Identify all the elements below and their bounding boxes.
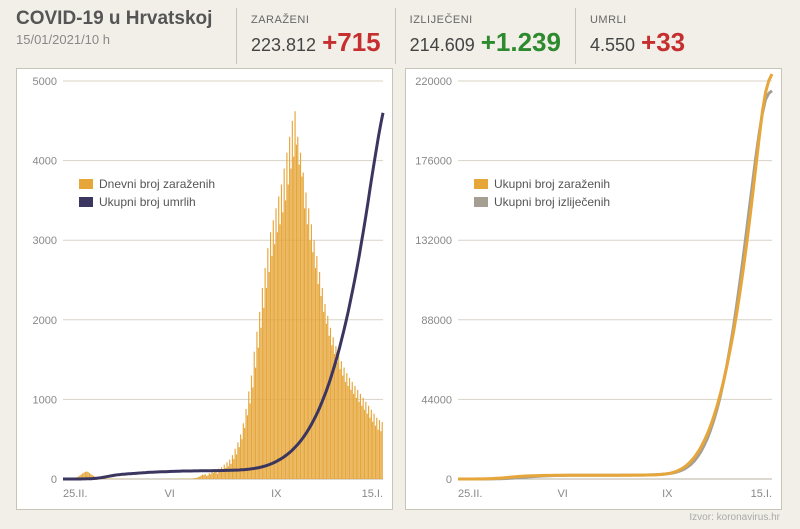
legend-item: Ukupni broj izliječenih	[474, 195, 610, 209]
stat-total: 223.812	[251, 35, 316, 56]
stat-delta: +33	[641, 27, 685, 58]
stat-label: IZLIJEČENI	[410, 14, 561, 26]
page-title: COVID-19 u Hrvatskoj	[16, 8, 236, 30]
stat-label: ZARAŽENI	[251, 14, 381, 26]
stat-infected: ZARAŽENI 223.812 +715	[236, 8, 395, 64]
legend-label: Ukupni broj izliječenih	[494, 195, 610, 209]
legend-label: Ukupni broj umrlih	[99, 195, 196, 209]
legend-swatch	[474, 197, 488, 207]
svg-text:0: 0	[446, 474, 452, 486]
header: COVID-19 u Hrvatskoj 15/01/2021/10 h ZAR…	[0, 0, 800, 64]
stat-delta: +715	[322, 27, 381, 58]
stat-recovered: IZLIJEČENI 214.609 +1.239	[395, 8, 575, 64]
svg-text:3000: 3000	[33, 235, 57, 247]
cumulative-chart: 0 44000 88000 132000 176000 220000 25.II. VI IX 1…	[405, 68, 782, 510]
legend-swatch	[474, 179, 488, 189]
stat-delta: +1.239	[481, 27, 561, 58]
svg-text:44000: 44000	[421, 394, 452, 406]
page-subtitle: 15/01/2021/10 h	[16, 32, 236, 47]
legend-swatch	[79, 179, 93, 189]
stat-label: UMRLI	[590, 14, 685, 26]
svg-text:15.I.: 15.I.	[751, 488, 772, 500]
svg-text:220000: 220000	[415, 76, 452, 88]
stat-deaths: UMRLI 4.550 +33	[575, 8, 699, 64]
charts-row: 0 1000 2000 3000 4000 5000 25.II. VI IX 15.I. Dnev…	[0, 64, 800, 518]
title-block: COVID-19 u Hrvatskoj 15/01/2021/10 h	[16, 8, 236, 64]
svg-text:2000: 2000	[33, 315, 57, 327]
svg-text:4000: 4000	[33, 156, 57, 168]
stat-total: 214.609	[410, 35, 475, 56]
legend-item: Ukupni broj zaraženih	[474, 177, 610, 191]
svg-text:5000: 5000	[33, 76, 57, 88]
svg-text:88000: 88000	[421, 315, 452, 327]
svg-text:176000: 176000	[415, 156, 452, 168]
legend-label: Dnevni broj zaraženih	[99, 177, 215, 191]
svg-text:132000: 132000	[415, 235, 452, 247]
svg-text:25.II.: 25.II.	[63, 488, 87, 500]
svg-text:25.II.: 25.II.	[458, 488, 482, 500]
legend: Dnevni broj zaraženih Ukupni broj umrlih	[79, 177, 215, 213]
stat-total: 4.550	[590, 35, 635, 56]
legend-item: Ukupni broj umrlih	[79, 195, 215, 209]
svg-text:VI: VI	[164, 488, 174, 500]
svg-text:0: 0	[51, 474, 57, 486]
svg-text:IX: IX	[271, 488, 282, 500]
svg-text:1000: 1000	[33, 394, 57, 406]
legend-item: Dnevni broj zaraženih	[79, 177, 215, 191]
svg-text:VI: VI	[557, 488, 567, 500]
legend-label: Ukupni broj zaraženih	[494, 177, 610, 191]
legend: Ukupni broj zaraženih Ukupni broj izliječ…	[474, 177, 610, 213]
daily-chart: 0 1000 2000 3000 4000 5000 25.II. VI IX 15.I. Dnev…	[16, 68, 393, 510]
source-text: Izvor: koronavirus.hr	[689, 512, 780, 523]
svg-text:IX: IX	[662, 488, 673, 500]
legend-swatch	[79, 197, 93, 207]
svg-text:15.I.: 15.I.	[362, 488, 383, 500]
